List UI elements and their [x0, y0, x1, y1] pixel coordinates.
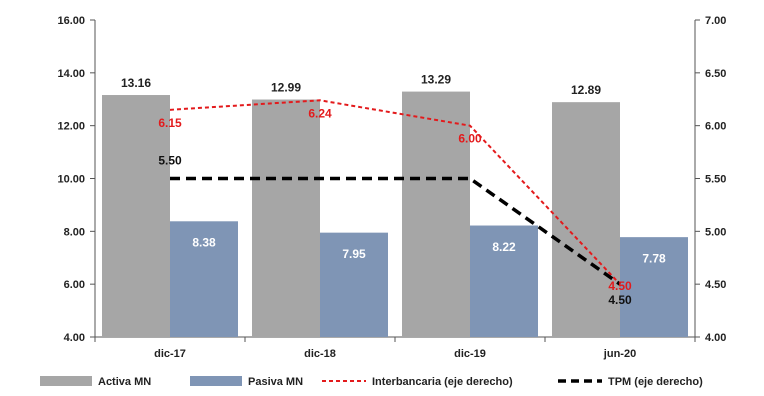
x-tick-label: dic-17: [154, 348, 186, 360]
axes: 4.00 6.00 8.00 10.00 12.00 14.00 16.00 4.00 4.50…: [57, 15, 726, 360]
bar-label-pasiva-mn: 8.22: [492, 240, 516, 254]
bars: [102, 91, 688, 338]
y-left-tick-label: 10.00: [57, 174, 85, 186]
bar-activa-mn: [552, 102, 620, 338]
y-right-tick-label: 4.50: [705, 279, 726, 291]
legend: Activa MN Pasiva MN Interbancaria (eje der…: [40, 376, 703, 388]
line-label-tpm-eje-derecho: 5.50: [158, 154, 182, 168]
x-tick-label: dic-18: [304, 348, 336, 360]
y-right-tick-label: 6.50: [705, 68, 726, 80]
bar-pasiva-mn: [320, 232, 388, 337]
legend-label-activa-mn: Activa MN: [98, 376, 151, 388]
line-interbancaria-eje-derecho: [169, 99, 621, 285]
bar-pasiva-mn: [170, 221, 238, 337]
bar-label-pasiva-mn: 7.78: [642, 252, 666, 266]
line-label-interbancaria-eje-derecho: 6.00: [458, 132, 482, 146]
y-right-tick-label: 6.00: [705, 121, 726, 133]
line-label-interbancaria-eje-derecho: 4.50: [608, 279, 632, 293]
legend-swatch-activa-mn: [40, 376, 92, 386]
legend-swatch-pasiva-mn: [190, 376, 242, 386]
x-tick-label: jun-20: [603, 348, 636, 360]
y-left-tick-label: 14.00: [57, 68, 85, 80]
bar-label-activa-mn: 12.99: [271, 81, 301, 95]
y-left-tick-label: 12.00: [57, 121, 85, 133]
legend-label-pasiva-mn: Pasiva MN: [248, 376, 303, 388]
lines: [169, 99, 622, 286]
line-tpm-eje-derecho: [170, 176, 622, 286]
line-label-tpm-eje-derecho: 4.50: [608, 293, 632, 307]
legend-label-interbancaria-eje-derecho: Interbancaria (eje derecho): [372, 376, 513, 388]
line-label-interbancaria-eje-derecho: 6.24: [308, 106, 332, 120]
y-right-tick-label: 4.00: [705, 332, 726, 344]
data-labels: 13.16 12.99 13.29 12.89 8.38 7.95 8.22 7.78 6.15…: [121, 73, 666, 308]
y-right-tick-label: 5.00: [705, 226, 726, 238]
bar-label-pasiva-mn: 7.95: [342, 247, 366, 261]
legend-label-tpm-eje-derecho: TPM (eje derecho): [608, 376, 703, 388]
bar-label-activa-mn: 13.16: [121, 76, 151, 90]
bar-pasiva-mn: [470, 225, 538, 337]
y-left-tick-label: 4.00: [64, 332, 85, 344]
y-right-tick-label: 7.00: [705, 15, 726, 27]
bar-pasiva-mn: [620, 237, 688, 337]
bar-label-pasiva-mn: 8.38: [192, 236, 216, 250]
bar-activa-mn: [102, 95, 170, 337]
y-left-tick-label: 16.00: [57, 15, 85, 27]
x-tick-label: dic-19: [454, 348, 486, 360]
bar-label-activa-mn: 12.89: [571, 83, 601, 97]
y-left-tick-label: 8.00: [64, 226, 85, 238]
bar-activa-mn: [402, 91, 470, 337]
y-left-tick-label: 6.00: [64, 279, 85, 291]
y-right-tick-label: 5.50: [705, 174, 726, 186]
bar-activa-mn: [252, 99, 320, 338]
bar-label-activa-mn: 13.29: [421, 73, 451, 87]
line-label-interbancaria-eje-derecho: 6.15: [158, 116, 182, 130]
